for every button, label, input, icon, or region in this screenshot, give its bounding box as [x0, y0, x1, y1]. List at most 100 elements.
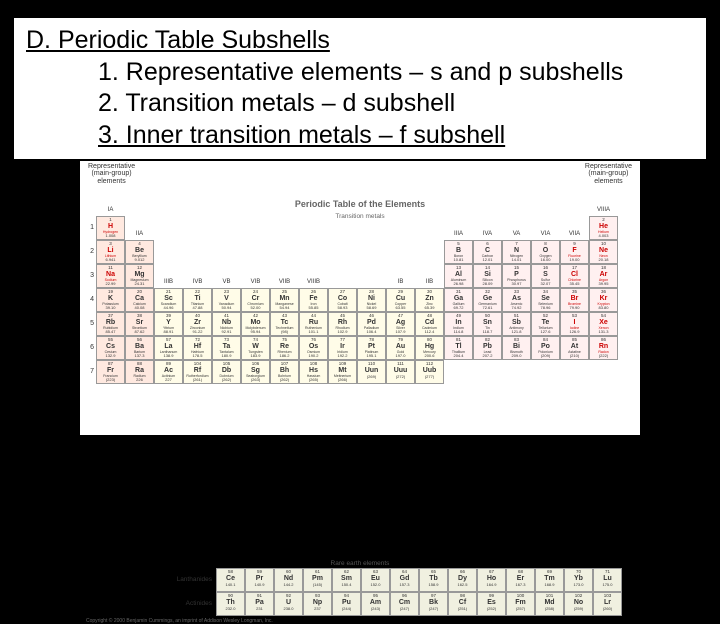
rep-label-right: Representative (main-group) elements [585, 163, 632, 186]
element-cell: 74WTungsten183.9 [241, 336, 270, 360]
element-cell: 93Np237 [303, 592, 332, 616]
element-cell: 84PoPolonium(209) [531, 336, 560, 360]
element-cell: 73TaTantalum180.9 [212, 336, 241, 360]
element-cell: 69Tm168.9 [535, 568, 564, 592]
element-cell: 100Fm(257) [506, 592, 535, 616]
element-cell: 1HHydrogen1.008 [96, 216, 125, 240]
element-cell: 55CsCesium132.9 [96, 336, 125, 360]
element-cell: 22TiTitanium47.88 [183, 288, 212, 312]
element-cell: 50SnTin118.7 [473, 312, 502, 336]
copyright-text: Copyright © 2000 Benjamin Cummings, an i… [82, 618, 638, 624]
element-cell: 75ReRhenium186.2 [270, 336, 299, 360]
element-cell: 18ArArgon39.95 [589, 264, 618, 288]
element-cell: 51SbAntimony121.8 [502, 312, 531, 336]
element-cell: 23VVanadium50.94 [212, 288, 241, 312]
element-cell: 102No(259) [564, 592, 593, 616]
text-panel: D. Periodic Table Subshells 1. Represent… [14, 18, 706, 159]
element-cell: 35BrBromine79.90 [560, 288, 589, 312]
element-cell: 58Ce140.1 [216, 568, 245, 592]
element-cell: 39YYttrium88.91 [154, 312, 183, 336]
element-cell: 70Yb173.0 [564, 568, 593, 592]
element-cell: 4BeBeryllium9.012 [125, 240, 154, 264]
element-cell: 90Th232.0 [216, 592, 245, 616]
element-cell: 68Er167.3 [506, 568, 535, 592]
group-label: VIIA [560, 231, 589, 237]
element-cell: 82PbLead207.2 [473, 336, 502, 360]
element-cell: 3LiLithium6.941 [96, 240, 125, 264]
f-row: Lanthanides58Ce140.159Pr140.960Nd144.261… [172, 568, 638, 592]
element-cell: 38SrStrontium87.62 [125, 312, 154, 336]
group-label: VB [212, 279, 241, 285]
group-label: VIIIA [589, 207, 618, 213]
element-cell: 27CoCobalt58.93 [328, 288, 357, 312]
element-cell: 7NNitrogen14.01 [502, 240, 531, 264]
element-cell: 24CrChromium52.00 [241, 288, 270, 312]
element-cell: 106SgSeaborgium(263) [241, 360, 270, 384]
group-label: IA [96, 207, 125, 213]
element-cell: 80HgMercury200.6 [415, 336, 444, 360]
f-row-label: Actinides [172, 592, 216, 616]
element-cell: 112Uub(277) [415, 360, 444, 384]
element-cell: 72HfHafnium178.5 [183, 336, 212, 360]
group-label: IVA [473, 231, 502, 237]
element-cell: 17ClChlorine35.45 [560, 264, 589, 288]
element-cell: 33AsArsenic74.92 [502, 288, 531, 312]
f-row: Actinides90Th232.091Pa23192U238.093Np237… [172, 592, 638, 616]
element-cell: 95Am(243) [361, 592, 390, 616]
element-cell: 30ZnZinc65.39 [415, 288, 444, 312]
element-cell: 111Uuu(272) [386, 360, 415, 384]
element-cell: 97Bk(247) [419, 592, 448, 616]
element-cell: 46PdPalladium106.4 [357, 312, 386, 336]
element-cell: 96Cm(247) [390, 592, 419, 616]
element-cell: 65Tb158.9 [419, 568, 448, 592]
element-cell: 49InIndium114.8 [444, 312, 473, 336]
element-cell: 16SSulfur32.07 [531, 264, 560, 288]
period-number: 3 [86, 272, 94, 279]
element-cell: 71Lu175.0 [593, 568, 622, 592]
element-cell: 48CdCadmium112.4 [415, 312, 444, 336]
element-cell: 109MtMeitnerium(266) [328, 360, 357, 384]
element-cell: 54XeXenon131.3 [589, 312, 618, 336]
element-cell: 66Dy162.5 [448, 568, 477, 592]
group-label: VA [502, 231, 531, 237]
group-label: IIA [125, 231, 154, 237]
group-label: IB [386, 279, 415, 285]
element-cell: 53IIodine126.9 [560, 312, 589, 336]
element-cell: 5BBoron10.81 [444, 240, 473, 264]
element-cell: 31GaGallium69.72 [444, 288, 473, 312]
element-cell: 29CuCopper63.55 [386, 288, 415, 312]
element-cell: 110Uun(269) [357, 360, 386, 384]
element-cell: 67Ho164.9 [477, 568, 506, 592]
element-cell: 107BhBohrium(262) [270, 360, 299, 384]
element-cell: 62Sm150.4 [332, 568, 361, 592]
element-cell: 99Es(252) [477, 592, 506, 616]
element-cell: 40ZrZirconium91.22 [183, 312, 212, 336]
element-cell: 64Gd157.3 [390, 568, 419, 592]
element-cell: 52TeTellurium127.6 [531, 312, 560, 336]
element-cell: 25MnManganese54.94 [270, 288, 299, 312]
element-cell: 105DbDubnium(262) [212, 360, 241, 384]
element-cell: 56BaBarium137.3 [125, 336, 154, 360]
element-cell: 94Pu(244) [332, 592, 361, 616]
element-cell: 32GeGermanium72.61 [473, 288, 502, 312]
group-label: VIB [241, 279, 270, 285]
list-item-3: 3. Inner transition metals – f subshell [98, 120, 694, 151]
element-cell: 21ScScandium44.96 [154, 288, 183, 312]
period-number: 6 [86, 344, 94, 351]
element-cell: 59Pr140.9 [245, 568, 274, 592]
element-cell: 11NaSodium22.99 [96, 264, 125, 288]
element-cell: 108HsHassium(265) [299, 360, 328, 384]
period-number: 7 [86, 368, 94, 375]
element-cell: 85AtAstatine(210) [560, 336, 589, 360]
f-block: Lanthanides58Ce140.159Pr140.960Nd144.261… [172, 568, 638, 616]
element-cell: 78PtPlatinum195.1 [357, 336, 386, 360]
group-label: IIIA [444, 231, 473, 237]
element-cell: 13AlAluminum26.98 [444, 264, 473, 288]
group-label: VIIIB [299, 279, 328, 285]
periodic-table: Representative (main-group) elements Rep… [82, 163, 638, 433]
element-cell: 34SeSelenium78.96 [531, 288, 560, 312]
element-cell: 76OsOsmium190.2 [299, 336, 328, 360]
group-label: IVB [183, 279, 212, 285]
element-cell: 77IrIridium192.2 [328, 336, 357, 360]
f-row-label: Lanthanides [172, 568, 216, 592]
